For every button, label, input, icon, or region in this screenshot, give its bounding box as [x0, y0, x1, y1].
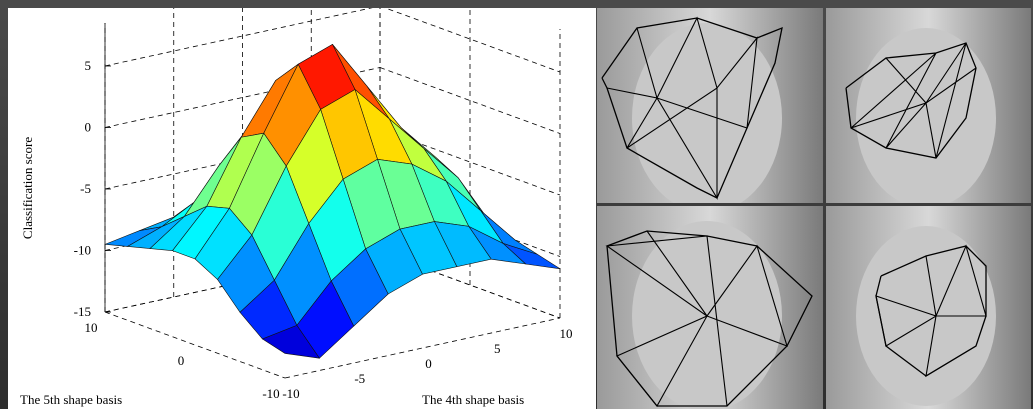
- x-tick-label: -10: [262, 386, 279, 401]
- z-axis-label: Classification score: [20, 137, 35, 239]
- y-tick-label: 0: [425, 356, 432, 371]
- y-tick-label: 5: [494, 341, 501, 356]
- face-image: [597, 8, 823, 203]
- y-tick-label: -5: [354, 371, 365, 386]
- x-tick-label: 0: [178, 353, 185, 368]
- x-axis-label: The 5th shape basis: [20, 392, 122, 407]
- z-tick-label: -10: [74, 243, 91, 258]
- y-tick-label: -10: [282, 386, 299, 401]
- face-image: [826, 206, 1031, 409]
- z-tick-label: -5: [80, 181, 91, 196]
- y-tick-label: 10: [560, 326, 573, 341]
- y-axis-label: The 4th shape basis: [422, 392, 524, 407]
- z-tick-label: 0: [85, 120, 92, 135]
- z-tick-label: -15: [74, 304, 91, 319]
- figure: Classification score The 5th shape basis…: [0, 0, 1033, 409]
- x-tick-label: 10: [85, 320, 98, 335]
- face-image: [597, 206, 823, 409]
- surface-chart: Classification score The 5th shape basis…: [8, 8, 596, 409]
- z-tick-label: 5: [85, 58, 92, 73]
- face-image: [826, 8, 1031, 203]
